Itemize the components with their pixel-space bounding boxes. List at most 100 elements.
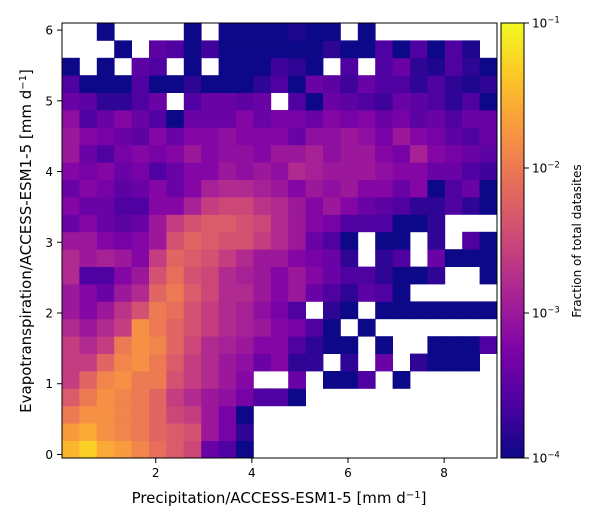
heatmap-cell	[166, 75, 185, 93]
heatmap-cell	[479, 231, 498, 250]
heatmap-cell	[96, 75, 115, 93]
heatmap-cell	[201, 92, 219, 111]
heatmap-cell	[392, 179, 411, 198]
heatmap-cell	[305, 110, 324, 128]
heatmap-cell	[114, 249, 132, 267]
heatmap-cell	[114, 371, 132, 389]
heatmap-cell	[236, 127, 254, 146]
heatmap-cell	[375, 249, 393, 267]
heatmap-cell	[201, 266, 219, 285]
heatmap-cell	[62, 318, 80, 337]
heatmap-cell	[323, 231, 341, 250]
heatmap-cell	[270, 162, 289, 180]
heatmap-cell	[114, 162, 132, 180]
x-tick-label: 6	[344, 466, 352, 480]
heatmap-cell	[96, 179, 115, 198]
heatmap-cell	[183, 127, 202, 146]
heatmap-cell	[166, 423, 185, 441]
heatmap-cell	[96, 440, 115, 459]
heatmap-cell	[462, 127, 480, 146]
heatmap-cell	[444, 336, 463, 354]
heatmap-cell	[79, 301, 98, 320]
heatmap-cell	[114, 318, 132, 337]
heatmap-cell	[392, 75, 411, 93]
heatmap-cell	[305, 92, 324, 111]
heatmap-cell	[375, 284, 393, 302]
heatmap-cell	[392, 249, 411, 267]
heatmap-cell	[392, 162, 411, 180]
heatmap-cell	[340, 127, 359, 146]
heatmap-cell	[114, 231, 132, 250]
heatmap-cell	[114, 423, 132, 441]
heatmap-cell	[479, 301, 498, 320]
heatmap-cell	[253, 249, 272, 267]
heatmap-cell	[149, 40, 167, 59]
heatmap-cell	[218, 179, 237, 198]
heatmap-cell	[253, 144, 272, 163]
heatmap-cell	[183, 144, 202, 163]
heatmap-cell	[218, 75, 237, 93]
heatmap-cell	[357, 144, 376, 163]
heatmap-cell	[131, 318, 150, 337]
heatmap-cell	[166, 388, 185, 407]
heatmap-cell	[305, 197, 324, 215]
heatmap-cell	[253, 162, 272, 180]
heatmap-cell	[96, 284, 115, 302]
heatmap-cell	[114, 440, 132, 459]
heatmap-cell	[183, 318, 202, 337]
heatmap-cell	[114, 110, 132, 128]
heatmap-cell	[392, 40, 411, 59]
heatmap-cell	[270, 144, 289, 163]
heatmap-cell	[253, 301, 272, 320]
heatmap-cell	[340, 57, 359, 76]
heatmap-cell	[410, 92, 428, 111]
heatmap-cell	[323, 301, 341, 320]
heatmap-cell	[323, 162, 341, 180]
heatmap-cell	[288, 214, 306, 233]
heatmap-cell	[62, 249, 80, 267]
heatmap-cell	[62, 110, 80, 128]
heatmap-cell	[218, 127, 237, 146]
heatmap-cell	[305, 336, 324, 354]
heatmap-cell	[253, 127, 272, 146]
heatmap-cell	[131, 371, 150, 389]
heatmap-cell	[149, 127, 167, 146]
heatmap-cell	[444, 301, 463, 320]
heatmap-cell	[288, 336, 306, 354]
heatmap-cell	[410, 179, 428, 198]
heatmap-cell	[201, 40, 219, 59]
heatmap-cell	[357, 162, 376, 180]
heatmap-cell	[253, 214, 272, 233]
heatmap-cell	[62, 75, 80, 93]
heatmap-cell	[444, 179, 463, 198]
heatmap-cell	[236, 423, 254, 441]
y-axis-label: Evapotranspiration/ACCESS-ESM1-5 [mm d−1…	[17, 69, 35, 413]
heatmap-cell	[270, 353, 289, 372]
heatmap-cell	[201, 197, 219, 215]
heatmap-cell	[79, 75, 98, 93]
heatmap-cell	[79, 249, 98, 267]
heatmap-cell	[253, 284, 272, 302]
heatmap-cell	[427, 162, 446, 180]
heatmap-cell	[96, 336, 115, 354]
heatmap-cell	[305, 127, 324, 146]
heatmap-cell	[462, 92, 480, 111]
heatmap-cell	[79, 284, 98, 302]
heatmap-cell	[236, 318, 254, 337]
heatmap-cell	[253, 92, 272, 111]
heatmap-cell	[62, 388, 80, 407]
heatmap-cell	[131, 110, 150, 128]
heatmap-cell	[96, 318, 115, 337]
heatmap-cell	[183, 353, 202, 372]
heatmap-cell	[340, 284, 359, 302]
heatmap-cell	[96, 423, 115, 441]
heatmap-cell	[166, 405, 185, 424]
heatmap-cell	[427, 353, 446, 372]
heatmap-cell	[357, 371, 376, 389]
heatmap-cell	[218, 197, 237, 215]
heatmap-cell	[305, 214, 324, 233]
heatmap-cell	[183, 92, 202, 111]
heatmap-cell	[201, 231, 219, 250]
heatmap-cell	[323, 75, 341, 93]
heatmap-cell	[131, 144, 150, 163]
